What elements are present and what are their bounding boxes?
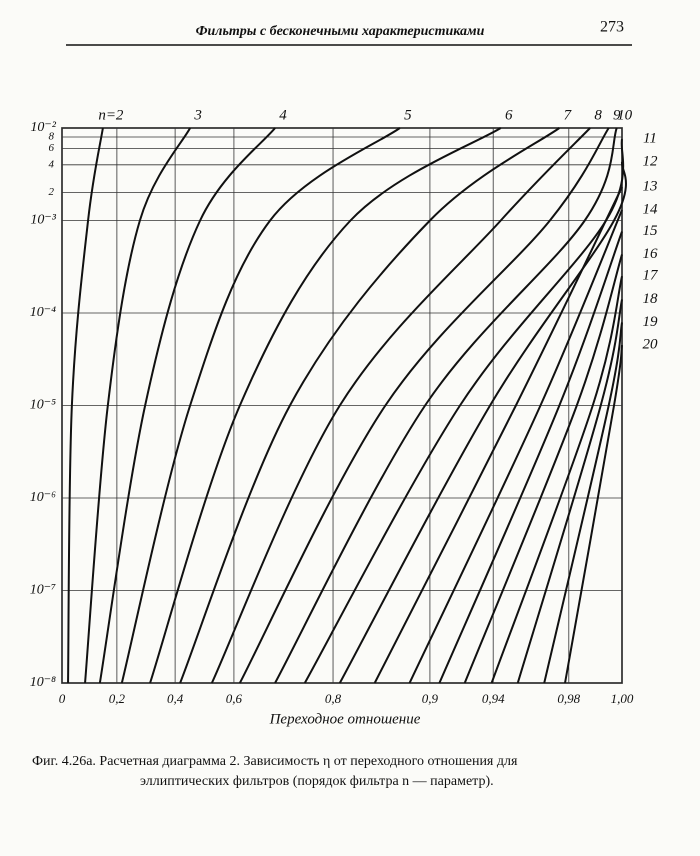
y-tick-label: 10⁻⁶ [30, 490, 56, 505]
y-tick-label: 2 [49, 186, 55, 198]
curve [210, 127, 591, 684]
curve [543, 322, 623, 684]
y-tick-label: 10⁻⁴ [30, 305, 56, 320]
caption-line: Фиг. 4.26а. Расчетная диаграмма 2. Завис… [32, 754, 518, 769]
y-tick-label: 8 [49, 130, 55, 142]
curve-label: 12 [643, 153, 659, 169]
curve-label: 11 [643, 130, 657, 146]
curve-label: 20 [643, 337, 659, 353]
x-tick-label: 0,98 [557, 691, 580, 706]
curve-label: 7 [564, 107, 573, 123]
x-tick-label: 0,9 [422, 691, 439, 706]
curve-label: 3 [193, 107, 202, 123]
curve-label: 5 [404, 107, 412, 123]
page-number: 273 [600, 19, 624, 36]
curve-label: 17 [643, 268, 660, 284]
x-tick-label: 0,94 [482, 691, 505, 706]
curve [179, 127, 560, 684]
curve [338, 161, 627, 684]
x-tick-label: 0,8 [325, 691, 342, 706]
curve-label: 15 [643, 223, 659, 239]
y-tick-label: 10⁻⁷ [30, 583, 56, 598]
y-tick-label: 10⁻⁵ [30, 398, 56, 413]
curve-label: 14 [643, 201, 659, 217]
y-tick-label: 10⁻² [30, 120, 56, 135]
y-tick-label: 10⁻⁸ [30, 675, 56, 690]
x-tick-label: 0,6 [226, 691, 243, 706]
curve-label: n=2 [98, 107, 124, 123]
caption-line: эллиптических фильтров (порядок фильтра … [140, 774, 494, 789]
curve-label: 8 [594, 107, 602, 123]
curve [84, 127, 191, 684]
curve [438, 231, 623, 684]
curve-label: 4 [279, 107, 287, 123]
curve [98, 127, 276, 684]
curve [120, 127, 401, 684]
curve [67, 127, 104, 684]
curve [564, 344, 623, 684]
curve [516, 299, 623, 684]
curve-label: 6 [505, 107, 513, 123]
y-tick-label: 6 [49, 142, 55, 154]
curve-label: 18 [643, 291, 659, 307]
y-tick-label: 4 [49, 158, 55, 170]
curve [408, 209, 623, 684]
curve [373, 186, 623, 684]
curve-label: 13 [643, 178, 658, 194]
x-tick-label: 0 [59, 691, 66, 706]
x-tick-label: 0,4 [167, 691, 184, 706]
curve [274, 127, 618, 684]
curve-label: 10 [617, 107, 633, 123]
x-tick-label: 0,2 [109, 691, 126, 706]
running-head: Фильтры с бесконечными характеристиками [196, 24, 485, 39]
curve-label: 19 [643, 314, 659, 330]
x-tick-label: 1,00 [611, 691, 634, 706]
curve-label: 16 [643, 246, 659, 262]
curve [149, 127, 502, 684]
y-tick-label: 10⁻³ [30, 213, 56, 228]
curve [490, 275, 623, 684]
curve [238, 127, 610, 684]
curve-label: 9 [613, 107, 621, 123]
x-axis-label: Переходное отношение [269, 711, 421, 727]
curve [463, 254, 623, 684]
